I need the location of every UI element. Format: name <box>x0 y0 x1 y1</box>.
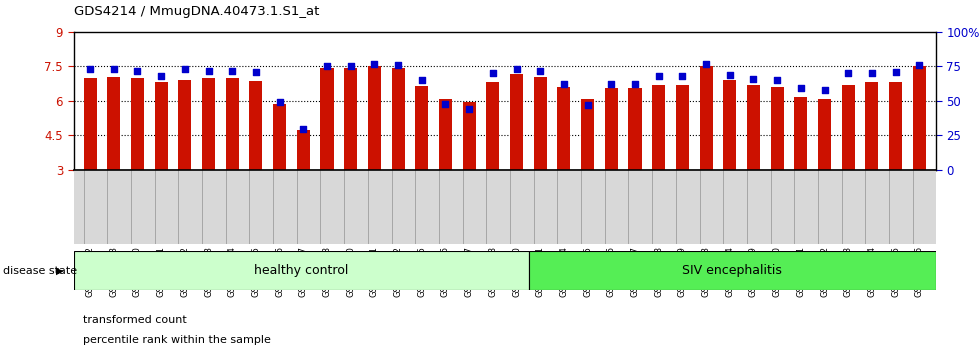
Point <box>509 66 524 72</box>
Bar <box>297 130 310 170</box>
Bar <box>202 78 215 170</box>
Bar <box>605 88 617 170</box>
Point <box>485 70 501 76</box>
Point <box>888 69 904 75</box>
Point <box>532 68 548 73</box>
Bar <box>416 86 428 170</box>
Text: ▶: ▶ <box>56 266 64 276</box>
Bar <box>463 102 475 170</box>
Point <box>248 69 264 75</box>
Point <box>296 126 312 131</box>
Bar <box>558 87 570 170</box>
Text: healthy control: healthy control <box>254 264 348 277</box>
Bar <box>74 251 528 290</box>
Bar <box>723 80 736 170</box>
Bar <box>889 82 903 170</box>
Point <box>698 61 713 67</box>
Text: GDS4214 / MmugDNA.40473.1.S1_at: GDS4214 / MmugDNA.40473.1.S1_at <box>74 5 318 18</box>
Bar <box>770 87 784 170</box>
Bar <box>652 85 665 170</box>
Point <box>319 64 335 69</box>
Bar <box>510 74 523 170</box>
Point <box>82 66 98 72</box>
Bar <box>676 85 689 170</box>
Bar <box>865 82 878 170</box>
Bar <box>628 88 642 170</box>
Bar <box>747 85 760 170</box>
Point <box>911 62 927 68</box>
Bar <box>528 251 936 290</box>
Bar <box>344 68 358 170</box>
Bar <box>178 80 191 170</box>
Point <box>556 81 571 87</box>
Point <box>627 81 643 87</box>
Point <box>816 87 832 93</box>
Point <box>841 70 857 76</box>
Bar <box>155 82 168 170</box>
Text: disease state: disease state <box>3 266 77 276</box>
Point <box>201 68 217 73</box>
Bar <box>534 77 547 170</box>
Bar <box>700 67 712 170</box>
Point <box>129 68 145 73</box>
Bar <box>581 98 594 170</box>
Point <box>864 70 880 76</box>
Point <box>793 86 808 91</box>
Text: transformed count: transformed count <box>83 315 187 325</box>
Point <box>604 81 619 87</box>
Point <box>722 72 738 78</box>
Point <box>390 62 406 68</box>
Bar <box>83 78 97 170</box>
Point <box>271 99 287 105</box>
Point <box>367 61 382 67</box>
Bar <box>818 98 831 170</box>
Bar <box>392 68 405 170</box>
Point <box>177 66 193 72</box>
Bar <box>225 78 239 170</box>
Bar <box>439 98 452 170</box>
Bar <box>273 104 286 170</box>
Point <box>106 66 122 72</box>
Point <box>224 68 240 73</box>
Point <box>769 77 785 83</box>
Bar <box>795 97 808 170</box>
Point <box>580 102 596 108</box>
Point <box>343 64 359 69</box>
Point <box>746 76 761 82</box>
Point <box>651 73 666 79</box>
Point <box>414 77 429 83</box>
Bar <box>912 67 926 170</box>
Bar <box>107 77 121 170</box>
Bar <box>320 68 333 170</box>
Bar <box>131 78 144 170</box>
Bar <box>486 82 500 170</box>
Point <box>462 106 477 112</box>
Bar <box>842 85 855 170</box>
Text: percentile rank within the sample: percentile rank within the sample <box>83 335 271 345</box>
Point <box>438 101 454 107</box>
Text: SIV encephalitis: SIV encephalitis <box>682 264 782 277</box>
Bar <box>250 81 263 170</box>
Point <box>153 73 169 79</box>
Bar <box>368 67 381 170</box>
Point <box>674 73 690 79</box>
